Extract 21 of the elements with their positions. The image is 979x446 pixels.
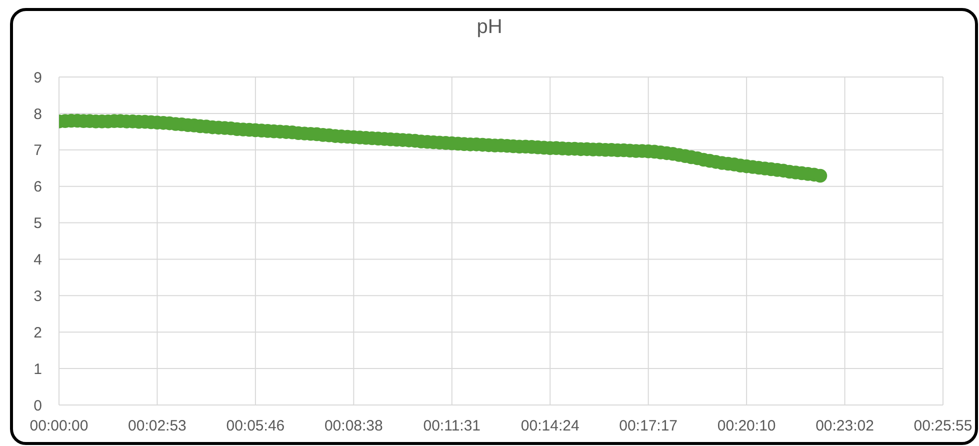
y-tick-label: 7	[34, 142, 42, 160]
y-tick-label: 4	[34, 252, 42, 269]
x-tick-label: 00:00:00	[30, 418, 88, 435]
y-tick-label: 8	[34, 106, 42, 123]
x-tick-label: 00:08:38	[324, 418, 383, 435]
y-tick-label: 3	[34, 288, 42, 305]
x-tick-label: 00:11:31	[423, 418, 481, 435]
x-tick-label: 00:05:46	[226, 418, 285, 435]
y-tick-label: 2	[34, 324, 42, 342]
x-tick-label: 00:20:10	[717, 418, 776, 435]
x-tick-label: 00:02:53	[128, 418, 186, 435]
y-tick-label: 9	[34, 69, 42, 86]
x-tick-label: 00:14:24	[520, 418, 580, 435]
x-tick-label: 00:25:55	[914, 418, 972, 435]
y-tick-label: 0	[34, 397, 42, 414]
y-tick-label: 1	[34, 360, 42, 378]
x-tick-label: 00:17:17	[619, 418, 678, 435]
y-tick-label: 5	[34, 215, 42, 232]
x-tick-label: 00:23:02	[816, 418, 874, 435]
chart-title: pH	[476, 16, 504, 39]
y-tick-label: 6	[34, 178, 42, 196]
